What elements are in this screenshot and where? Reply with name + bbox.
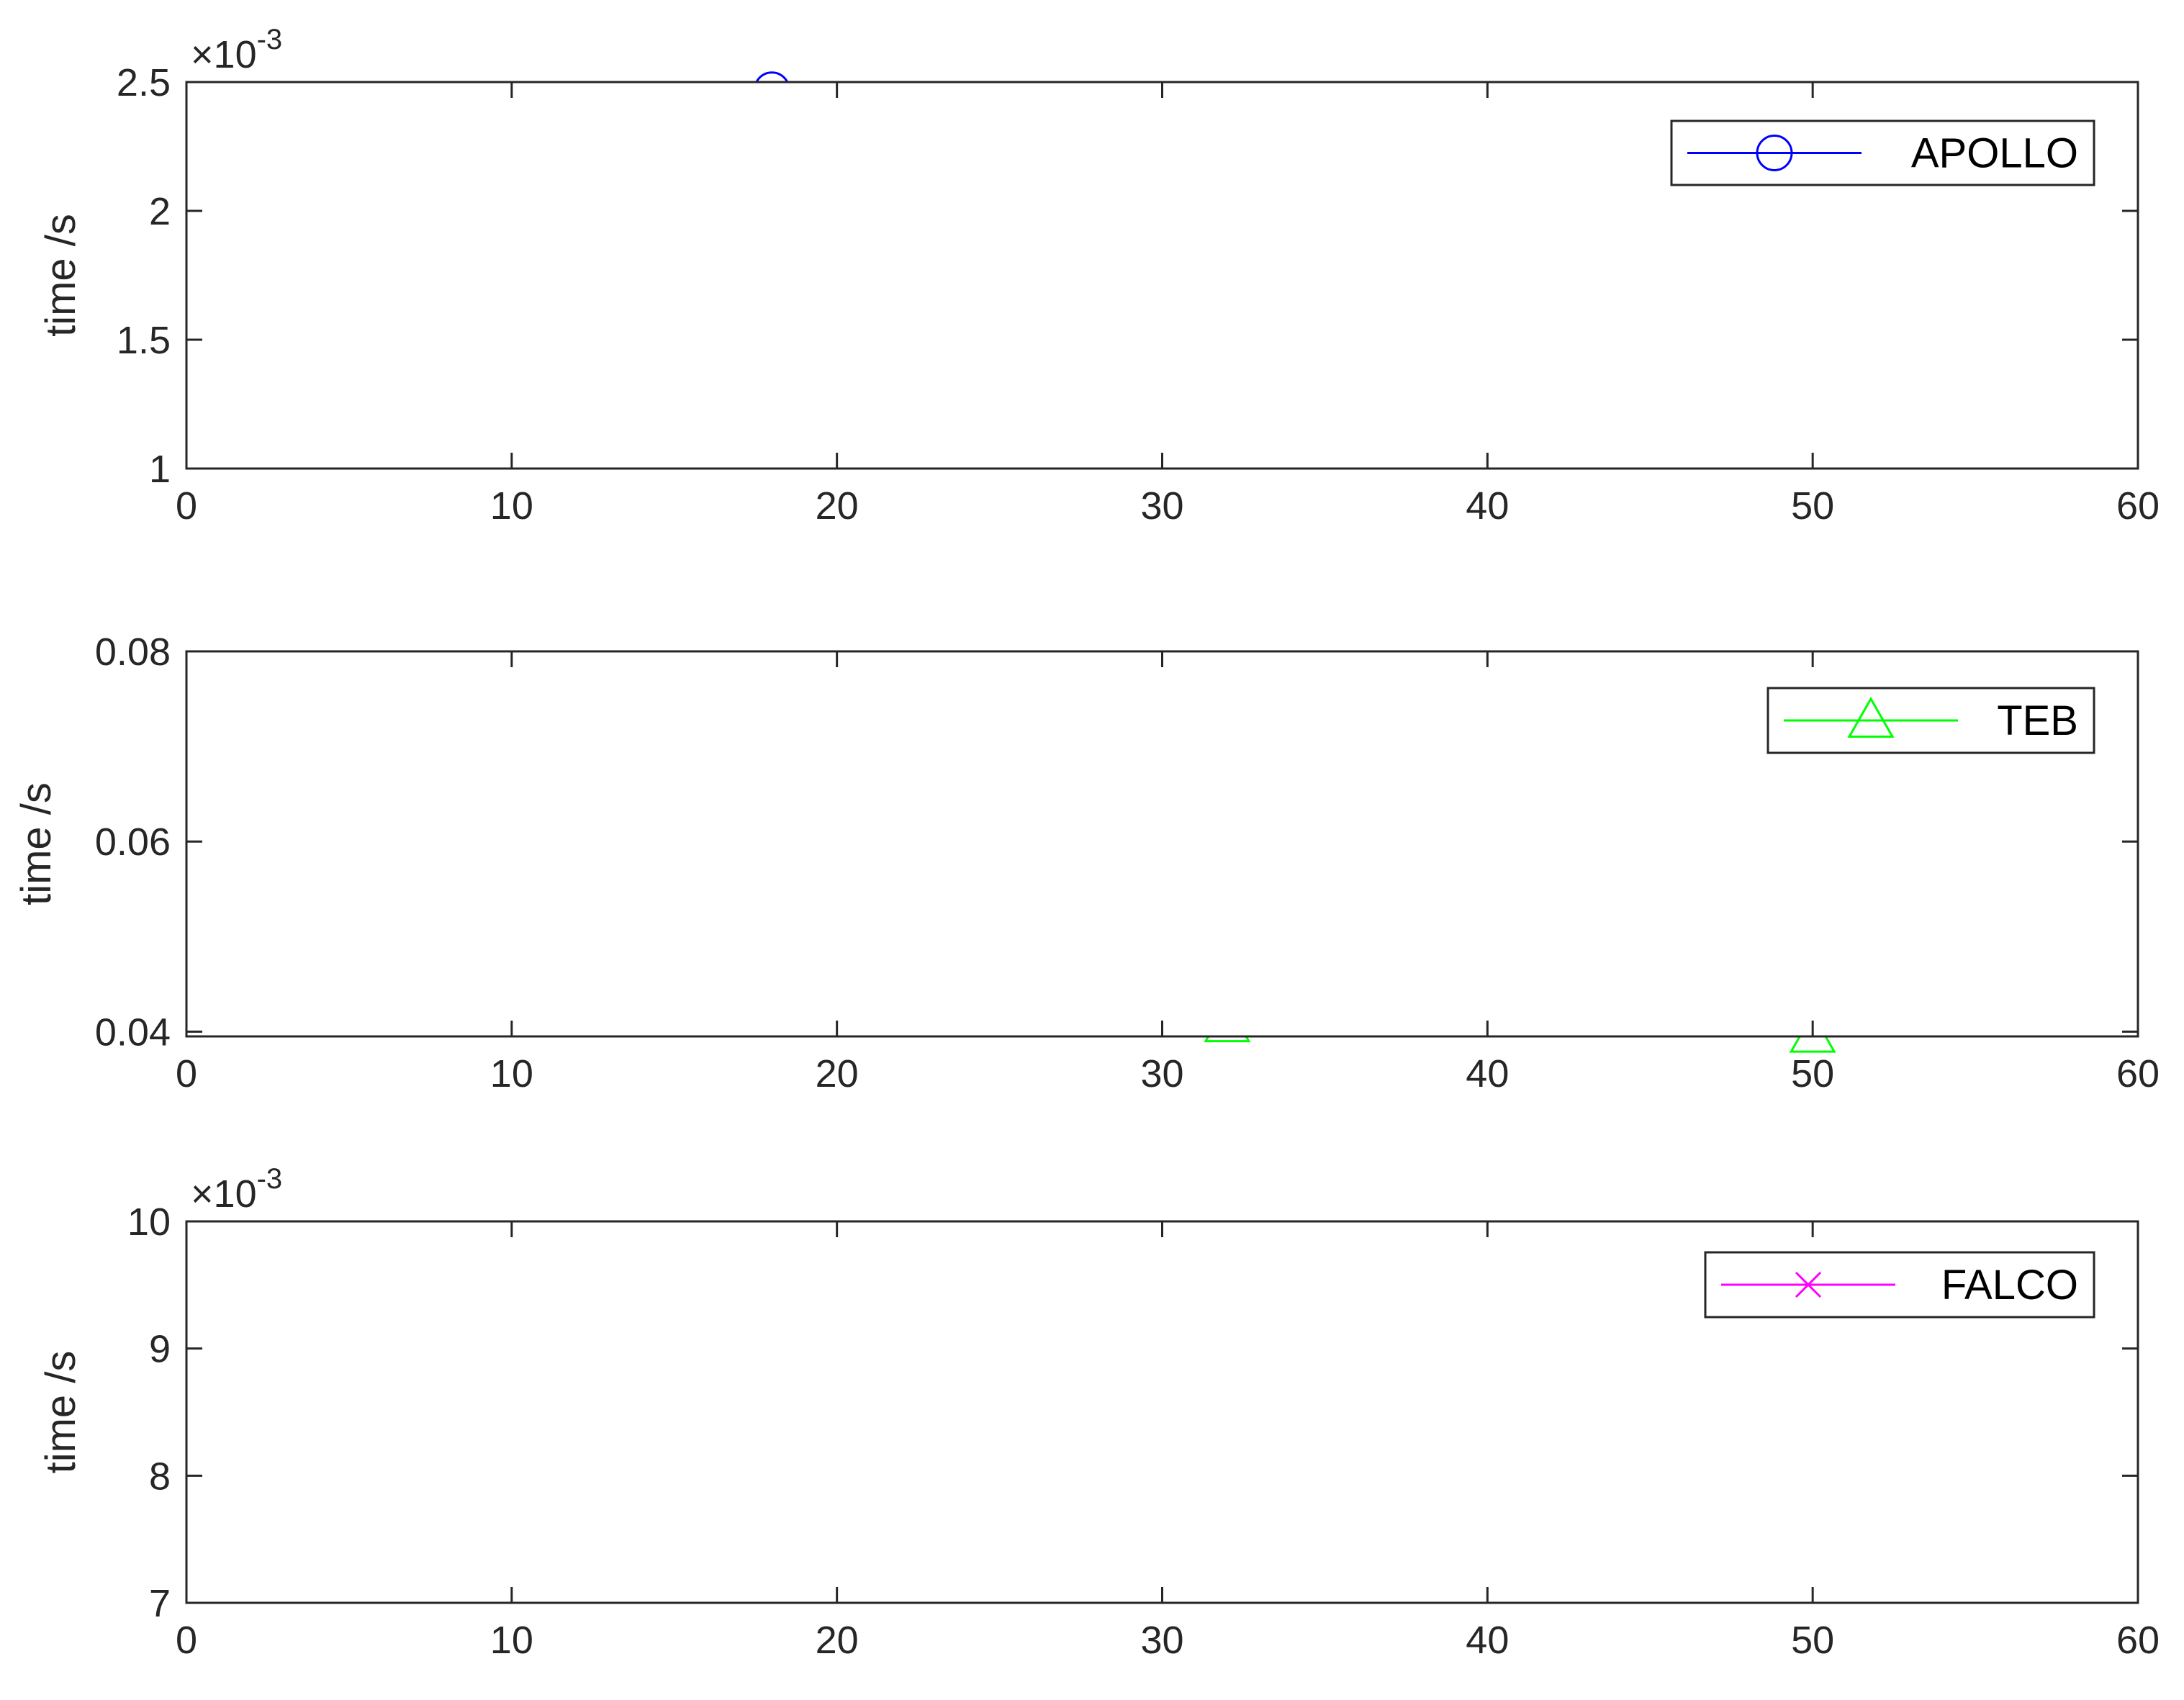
legend-box — [1766, 687, 2095, 754]
y-tick-label: 8 — [149, 1455, 171, 1498]
legend: FALCO — [1704, 1251, 2095, 1319]
x-tick-label: 40 — [1466, 1052, 1509, 1095]
legend-label: TEB — [1997, 697, 2078, 744]
y-tick-label: 0.06 — [95, 820, 171, 864]
axis-exponent: ×10-3 — [191, 1163, 282, 1216]
chart-1: 0 10 20 30 40 50 60 1 1.5 2 2.5 time /s ×10-3 APOLLO — [37, 24, 2160, 528]
x-tick-label: 0 — [176, 1619, 197, 1662]
legend-marker — [1795, 1271, 1822, 1298]
y-tick-label: 0.04 — [95, 1010, 171, 1054]
x-tick-label: 10 — [490, 1619, 533, 1662]
x-tick-label: 50 — [1791, 1619, 1834, 1662]
legend-label: APOLLO — [1911, 130, 2078, 177]
x-tick-label: 60 — [2116, 1619, 2160, 1662]
legend-marker — [1756, 135, 1793, 171]
x-tick-label: 50 — [1791, 484, 1834, 528]
legend-label: FALCO — [1941, 1262, 2078, 1308]
chart-3: 0 10 20 30 40 50 60 7 8 9 10 time /s ×10-3 FALCO — [37, 1163, 2160, 1662]
x-tick-label: 20 — [816, 484, 859, 528]
y-tick-label: 1.5 — [117, 319, 171, 362]
y-tick-label: 1 — [149, 448, 171, 491]
x-tick-label: 0 — [176, 484, 197, 528]
x-tick-label: 40 — [1466, 1619, 1509, 1662]
y-tick-label: 9 — [149, 1328, 171, 1371]
x-tick-label: 50 — [1791, 1052, 1834, 1095]
y-axis-label: time /s — [37, 214, 84, 337]
x-tick-label: 60 — [2116, 484, 2160, 528]
x-tick-label: 40 — [1466, 484, 1509, 528]
chart-2: 0 10 20 30 40 50 60 0.04 0.06 0.08 time /s TEB — [13, 630, 2160, 1095]
x-tick-label: 30 — [1140, 1619, 1183, 1662]
y-tick-label: 2.5 — [117, 61, 171, 104]
y-tick-label: 7 — [149, 1582, 171, 1625]
x-tick-label: 0 — [176, 1052, 197, 1095]
legend: APOLLO — [1670, 119, 2095, 186]
y-axis-label: time /s — [13, 782, 60, 905]
x-tick-label: 10 — [490, 484, 533, 528]
y-tick-label: 2 — [149, 190, 171, 233]
legend: TEB — [1766, 687, 2095, 754]
x-tick-label: 20 — [816, 1052, 859, 1095]
x-tick-label: 10 — [490, 1052, 533, 1095]
x-tick-label: 60 — [2116, 1052, 2160, 1095]
y-tick-label: 0.08 — [95, 630, 171, 674]
x-tick-label: 30 — [1140, 1052, 1183, 1095]
x-tick-label: 30 — [1140, 484, 1183, 528]
axis-exponent: ×10-3 — [191, 24, 282, 76]
x-tick-label: 20 — [816, 1619, 859, 1662]
legend-marker — [1847, 696, 1895, 738]
y-tick-label: 10 — [127, 1201, 171, 1244]
y-axis-label: time /s — [37, 1351, 84, 1474]
